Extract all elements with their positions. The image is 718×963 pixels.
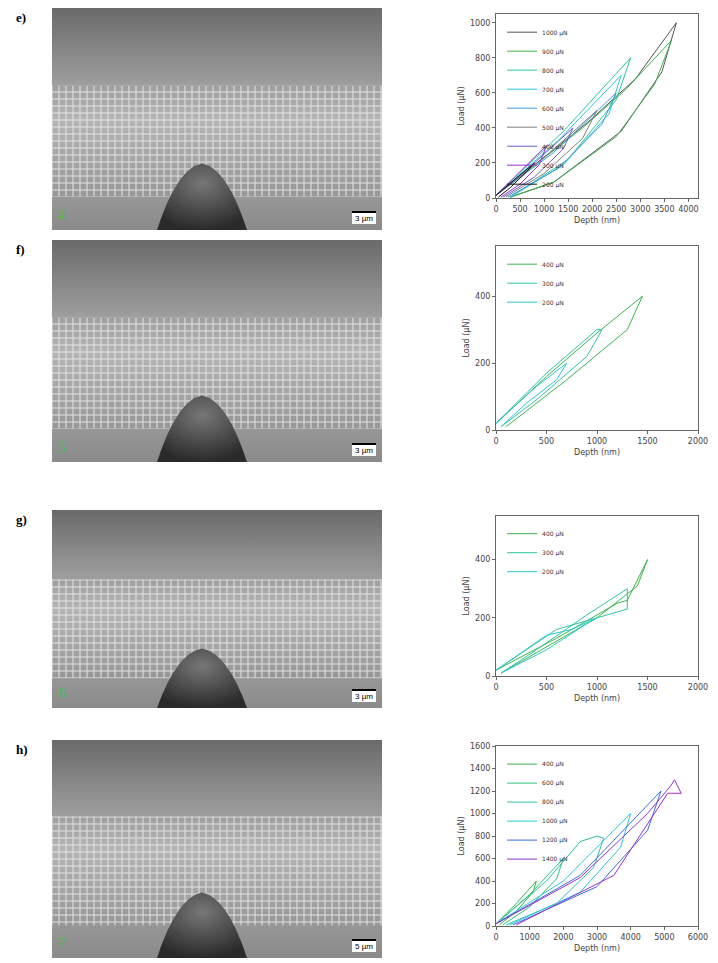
svg-text:0: 0 bbox=[485, 672, 490, 681]
svg-text:200: 200 bbox=[475, 899, 490, 908]
svg-text:200: 200 bbox=[475, 359, 490, 368]
svg-text:600: 600 bbox=[475, 89, 490, 98]
svg-text:3000: 3000 bbox=[630, 205, 650, 214]
svg-text:1500: 1500 bbox=[558, 205, 578, 214]
svg-text:Depth (nm): Depth (nm) bbox=[574, 694, 620, 703]
svg-text:2000: 2000 bbox=[688, 683, 708, 692]
svg-text:1000: 1000 bbox=[587, 683, 607, 692]
svg-text:1200 µN: 1200 µN bbox=[542, 836, 567, 844]
svg-text:500: 500 bbox=[539, 437, 554, 446]
svg-text:600 µN: 600 µN bbox=[542, 779, 564, 787]
svg-text:400 µN: 400 µN bbox=[542, 530, 564, 538]
svg-text:200: 200 bbox=[475, 159, 490, 168]
svg-text:2000: 2000 bbox=[582, 205, 602, 214]
html-text:e): e) bbox=[16, 10, 27, 25]
svg-text:1200: 1200 bbox=[470, 787, 490, 796]
html-text:3 µm: 3 µm bbox=[355, 692, 373, 701]
svg-text:3500: 3500 bbox=[654, 205, 674, 214]
html-text:6: 6 bbox=[58, 685, 66, 701]
svg-text:5000: 5000 bbox=[654, 933, 674, 942]
html-text:g): g) bbox=[16, 512, 27, 527]
svg-text:0: 0 bbox=[493, 437, 498, 446]
html-text:5 µm: 5 µm bbox=[355, 942, 373, 951]
svg-text:300 µN: 300 µN bbox=[542, 280, 564, 288]
svg-text:1000 µN: 1000 µN bbox=[542, 29, 567, 37]
svg-text:1000 µN: 1000 µN bbox=[542, 817, 567, 825]
svg-text:Load (µN): Load (µN) bbox=[457, 86, 466, 125]
svg-text:400 µN: 400 µN bbox=[542, 760, 564, 768]
svg-text:Load (µN): Load (µN) bbox=[457, 816, 466, 855]
svg-text:400: 400 bbox=[475, 555, 490, 564]
svg-text:1500: 1500 bbox=[637, 437, 657, 446]
html-text:7: 7 bbox=[58, 935, 66, 951]
svg-text:300 µN: 300 µN bbox=[542, 162, 564, 170]
svg-text:500 µN: 500 µN bbox=[542, 124, 564, 132]
svg-text:Load (µN): Load (µN) bbox=[462, 576, 471, 615]
svg-text:700 µN: 700 µN bbox=[542, 86, 564, 94]
svg-text:200 µN: 200 µN bbox=[542, 568, 564, 576]
svg-text:2500: 2500 bbox=[606, 205, 626, 214]
svg-text:Depth (nm): Depth (nm) bbox=[574, 448, 620, 457]
svg-text:200: 200 bbox=[475, 614, 490, 623]
html-text:5: 5 bbox=[58, 439, 66, 455]
svg-text:0: 0 bbox=[485, 922, 490, 931]
svg-text:Depth (nm): Depth (nm) bbox=[574, 216, 620, 225]
svg-text:3000: 3000 bbox=[587, 933, 607, 942]
svg-text:1000: 1000 bbox=[470, 19, 490, 28]
svg-text:900 µN: 900 µN bbox=[542, 48, 564, 56]
svg-text:400: 400 bbox=[475, 292, 490, 301]
svg-text:2000: 2000 bbox=[688, 437, 708, 446]
svg-text:800: 800 bbox=[475, 832, 490, 841]
svg-text:0: 0 bbox=[485, 194, 490, 203]
svg-text:1000: 1000 bbox=[519, 933, 539, 942]
svg-text:400: 400 bbox=[475, 877, 490, 886]
html-text:h): h) bbox=[16, 742, 28, 757]
svg-text:500: 500 bbox=[539, 683, 554, 692]
html-text:3 µm: 3 µm bbox=[355, 214, 373, 223]
svg-text:800 µN: 800 µN bbox=[542, 67, 564, 75]
svg-text:800 µN: 800 µN bbox=[542, 798, 564, 806]
svg-text:400: 400 bbox=[475, 124, 490, 133]
svg-text:500: 500 bbox=[512, 205, 527, 214]
svg-text:1400 µN: 1400 µN bbox=[542, 855, 567, 863]
html-text:4: 4 bbox=[58, 207, 66, 223]
svg-text:Depth (nm): Depth (nm) bbox=[574, 944, 620, 953]
svg-text:6000: 6000 bbox=[688, 933, 708, 942]
svg-text:Load (µN): Load (µN) bbox=[462, 318, 471, 357]
svg-text:0: 0 bbox=[493, 205, 498, 214]
svg-text:400 µN: 400 µN bbox=[542, 261, 564, 269]
svg-text:1600: 1600 bbox=[470, 742, 490, 751]
svg-text:0: 0 bbox=[485, 426, 490, 435]
svg-text:2000: 2000 bbox=[553, 933, 573, 942]
svg-text:0: 0 bbox=[493, 683, 498, 692]
svg-text:1000: 1000 bbox=[470, 809, 490, 818]
svg-text:600: 600 bbox=[475, 854, 490, 863]
html-text:f): f) bbox=[16, 242, 25, 257]
svg-text:200 µN: 200 µN bbox=[542, 299, 564, 307]
svg-text:1000: 1000 bbox=[534, 205, 554, 214]
svg-text:1400: 1400 bbox=[470, 764, 490, 773]
html-text:3 µm: 3 µm bbox=[355, 446, 373, 455]
svg-text:1500: 1500 bbox=[637, 683, 657, 692]
svg-text:600 µN: 600 µN bbox=[542, 105, 564, 113]
svg-text:200 µN: 200 µN bbox=[542, 181, 564, 189]
svg-text:300 µN: 300 µN bbox=[542, 549, 564, 557]
svg-text:1000: 1000 bbox=[587, 437, 607, 446]
svg-text:4000: 4000 bbox=[678, 205, 698, 214]
svg-text:4000: 4000 bbox=[620, 933, 640, 942]
svg-text:800: 800 bbox=[475, 54, 490, 63]
svg-text:400 µN: 400 µN bbox=[542, 143, 564, 151]
svg-text:0: 0 bbox=[493, 933, 498, 942]
